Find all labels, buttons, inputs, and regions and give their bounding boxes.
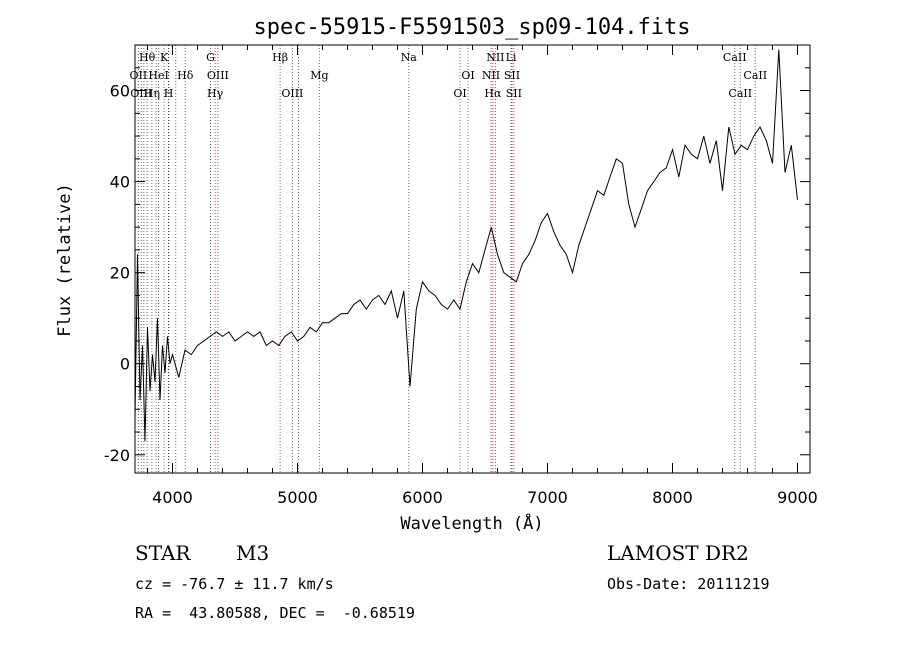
x-tick-label: 6000 [402,488,443,507]
x-axis-label: Wavelength (Å) [400,512,543,534]
x-tick-label: 8000 [652,488,693,507]
y-tick-label: 40 [110,173,130,192]
object-subclass: M3 [236,541,270,565]
spectral-line-label: SII [506,87,522,100]
spectral-line-label: Li [506,51,517,64]
coordinates: RA = 43.80588, DEC = -0.68519 [135,604,415,622]
spectral-line-label: HeI [148,69,168,82]
spectral-line-label: Hβ [272,51,288,64]
survey-name: LAMOST DR2 [607,541,749,565]
plot-frame [134,44,811,474]
spectral-line-label: Hα [484,87,502,100]
y-tick-label: -20 [104,446,130,465]
spectrum-chart: spec-55915-F5591503_sp09-104.fits 4000 50… [55,15,818,534]
spectral-line-label: OI [461,69,474,82]
spectral-line-label: OIII [207,69,229,82]
spectral-line-label: CaII [743,69,767,82]
spectral-line-label: OIII [281,87,303,100]
x-tick-label: 5000 [277,488,318,507]
spectrum-series [134,49,798,442]
y-tick-label: 20 [110,264,130,283]
spectral-line-label: Hη [144,87,160,100]
object-class: STAR [135,541,191,565]
spectral-line-label: OI [453,87,466,100]
spectrum-line [134,49,798,442]
spectral-line-label: Hθ [139,51,156,64]
chart-title: spec-55915-F5591503_sp09-104.fits [253,15,690,40]
spectral-line-label: G [206,51,215,64]
spectral-line-label: NII [486,51,504,64]
spectral-line-label: OIII [130,87,152,100]
spectral-line-label: Hγ [207,87,224,100]
spectral-line-label: CaII [723,51,747,64]
y-axis-label: Flux (relative) [55,183,75,337]
spectral-line-markers [137,45,756,473]
observation-date: Obs-Date: 20111219 [607,575,770,593]
spectral-line-label: OII [130,69,148,82]
redshift-value: cz = -76.7 ± 11.7 km/s [135,575,334,593]
spectral-line-label: CaII [728,87,752,100]
spectral-line-label: H [164,87,174,100]
y-tick-label: 0 [120,355,130,374]
spectral-line-label: Mg [310,69,328,82]
y-tick-label: 60 [110,82,130,101]
x-tick-label: 7000 [527,488,568,507]
spectral-line-label: K [160,51,169,64]
spectral-line-label: SII [504,69,520,82]
spectral-line-label: Na [401,51,418,64]
spectral-line-label: NII [482,69,500,82]
x-tick-label: 9000 [777,488,818,507]
x-tick-label: 4000 [152,488,193,507]
axes: 4000 5000 6000 7000 8000 9000 -20 0 20 40 60 [104,44,818,507]
spectral-line-label: Hδ [177,69,194,82]
